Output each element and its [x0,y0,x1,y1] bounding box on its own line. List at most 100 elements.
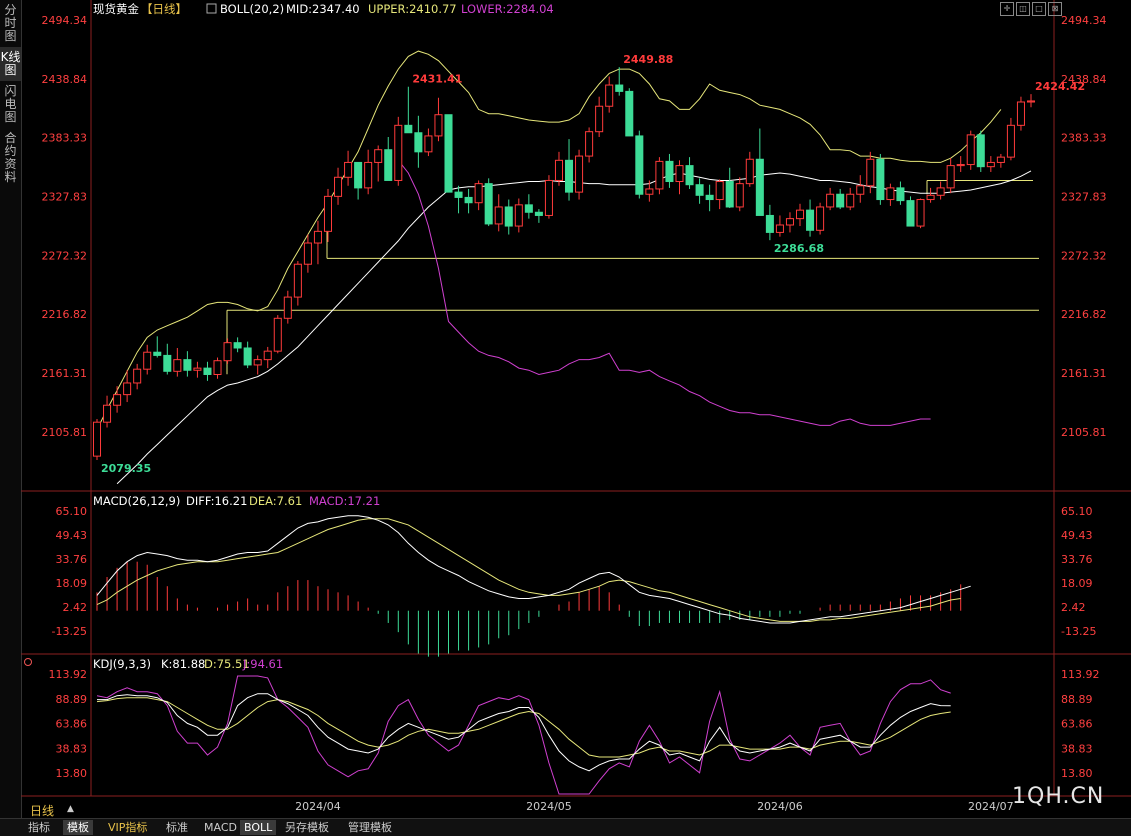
candle-up [334,176,343,197]
candle-up [253,359,262,366]
tab-contract-info[interactable]: 合约资料 [4,131,17,184]
candle-up [92,421,102,457]
candle-up [173,359,182,372]
tab-time-sharing[interactable]: 分时图 [4,3,17,43]
candle-down [635,135,644,195]
candle-up [675,165,684,183]
kdj-j-value: J:94.61 [242,657,283,671]
y-tick-label-right: 2494.34 [1061,14,1107,27]
window-max-icon[interactable]: □ [1032,2,1046,16]
candle-up [655,160,664,190]
tab-boll[interactable]: BOLL [240,820,277,835]
x-tick-label: 2024/05 [526,800,572,813]
tab-macd[interactable]: MACD [204,821,237,834]
kdj-d-value: D:75.51 [204,657,250,671]
candle-down [203,367,212,375]
y-tick-label-right: 2105.81 [1061,426,1107,439]
y-tick-label-left: 2494.34 [42,14,88,27]
price-annotation: 2424.42 [1035,80,1085,93]
candle-down [153,351,162,356]
window-close-icon[interactable]: ⊠ [1048,2,1062,16]
macd-y-tick-left: 18.09 [56,577,88,590]
candle-down [414,132,423,153]
candle-up [785,218,794,226]
period-label: 【日线】 [141,2,187,16]
candle-down [464,196,473,204]
macd-y-tick-right: 33.76 [1061,553,1093,566]
candle-down [484,183,493,225]
price-annotation: 2286.68 [774,242,824,255]
tab-manage-templates[interactable]: 管理模板 [348,821,392,834]
candle-up [364,161,373,189]
candle-up [856,185,865,195]
candle-down [896,187,905,202]
macd-diff-value: DIFF:16.21 [186,494,247,508]
macd-y-tick-right: 2.42 [1061,601,1086,614]
candle-up [514,204,523,227]
candle-up [424,135,433,153]
candle-up [123,382,132,396]
candle-down [906,200,915,227]
indicator-settings-icon[interactable] [206,3,217,14]
y-tick-label-right: 2161.31 [1061,367,1107,380]
kdj-settings-icon[interactable] [24,658,32,666]
period-arrow-icon[interactable]: ▲ [67,804,74,814]
y-tick-label-left: 2438.84 [42,73,88,86]
candle-up [544,179,553,216]
candle-down [976,134,985,168]
site-logo: 1QH.CN [1012,784,1105,809]
crosshair-icon[interactable]: ✛ [1000,2,1014,16]
candle-up [735,183,744,208]
candle-up [715,181,724,201]
candle-down [695,184,704,196]
macd-y-tick-right: 65.10 [1061,505,1093,518]
tab-standard[interactable]: 标准 [166,821,188,834]
candle-down [565,159,574,193]
y-tick-label-right: 2272.32 [1061,249,1107,262]
window-restore-icon[interactable]: ◫ [1016,2,1030,16]
candle-down [504,206,513,227]
candle-down [454,191,463,198]
price-annotation: 2449.88 [623,53,673,66]
kdj-y-tick-left: 13.80 [56,767,88,780]
candle-up [394,124,403,181]
candle-up [223,342,232,362]
tab-template[interactable]: 模板 [63,820,93,835]
candle-up [263,350,272,361]
left-tab-bar: 分时图 K线图 闪电图 合约资料 [0,0,22,818]
tab-lightning[interactable]: 闪电图 [4,84,17,124]
candle-up [193,367,202,371]
bottom-toolbar: 指标 模板 VIP指标 标准 MACD BOLL 另存模板 管理模板 [0,818,1131,836]
candle-down [876,158,885,201]
candle-up [374,149,383,163]
candle-up [986,161,995,168]
candle-up [826,193,835,208]
candle-up [946,165,955,189]
macd-y-tick-left: -13.25 [52,625,87,638]
macd-y-tick-left: 65.10 [56,505,88,518]
candle-up [936,187,945,196]
kdj-y-tick-right: 38.83 [1061,742,1093,755]
candle-up [886,187,895,201]
kdj-k-line [97,693,951,772]
candle-up [916,199,925,227]
kdj-k-value: K:81.88 [161,657,205,671]
price-annotation: 2079.35 [101,462,151,475]
candle-up [996,156,1005,163]
kdj-y-tick-right: 63.86 [1061,718,1093,731]
y-tick-label-left: 2383.33 [42,132,88,145]
tab-indicators[interactable]: 指标 [28,821,50,834]
candle-up [605,84,614,107]
tab-save-template[interactable]: 另存模板 [285,821,329,834]
period-selector[interactable]: 日线 [30,804,55,818]
y-tick-label-left: 2105.81 [42,426,88,439]
boll-upper-value: UPPER:2410.77 [368,2,457,16]
tab-vip-indicators[interactable]: VIP指标 [108,821,148,834]
candle-up [113,394,122,406]
candle-up [595,105,604,133]
kline-chart[interactable]: 现货黄金 【日线】 BOLL(20,2) MID:2347.40 UPPER:2… [21,0,1131,818]
candle-up [323,195,333,232]
tab-kline[interactable]: K线图 [0,47,21,81]
candle-down [384,149,393,181]
candle-up [554,159,563,181]
